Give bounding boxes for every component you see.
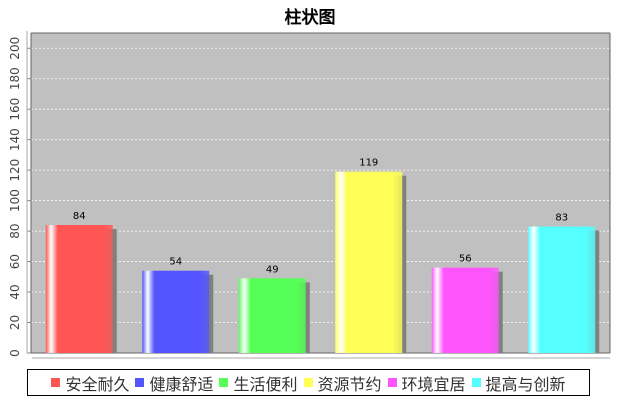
y-tick-label: 200 (8, 37, 22, 60)
data-label: 83 (555, 213, 568, 224)
y-tick-label: 60 (8, 254, 22, 269)
chart-title: 柱状图 (284, 8, 336, 28)
y-tick-label: 120 (8, 159, 22, 182)
legend-swatch (471, 378, 481, 387)
legend-item: 安全耐久 (51, 371, 129, 395)
legend-label: 环境宜居 (401, 374, 466, 394)
y-tick-label: 40 (8, 284, 22, 299)
legend-swatch (303, 378, 313, 387)
data-label: 84 (73, 211, 86, 222)
y-tick-label: 160 (8, 98, 22, 121)
legend-item: 提高与创新 (471, 371, 566, 395)
bar (238, 278, 306, 353)
legend-label: 生活便利 (233, 374, 298, 394)
bar (45, 225, 113, 353)
bar (142, 270, 210, 353)
legend-item: 生活便利 (219, 371, 298, 395)
data-label: 54 (169, 257, 182, 268)
plot-area (31, 33, 610, 353)
y-tick-label: 140 (8, 128, 22, 151)
legend-swatch (387, 378, 397, 387)
legend-swatch (51, 378, 61, 387)
y-tick-label: 20 (8, 315, 22, 330)
legend-label: 健康舒适 (149, 374, 214, 394)
legend-item: 环境宜居 (387, 371, 466, 395)
bar (431, 267, 499, 353)
bar (528, 226, 596, 353)
data-label: 49 (266, 264, 279, 275)
y-tick-label: 100 (8, 189, 22, 212)
legend-item: 健康舒适 (135, 371, 213, 395)
legend-label: 提高与创新 (485, 374, 566, 394)
legend-label: 安全耐久 (65, 374, 130, 394)
bar (335, 171, 403, 353)
legend: 安全耐久 健康舒适 生活便利 资源节约 环境宜居 提高与创新 (27, 369, 590, 396)
legend-label: 资源节约 (317, 374, 382, 394)
legend-item: 资源节约 (303, 371, 382, 395)
y-tick-label: 80 (8, 223, 22, 238)
y-tick-label: 0 (8, 349, 22, 357)
data-label: 119 (359, 158, 378, 169)
legend-swatch (219, 378, 229, 387)
y-tick-label: 180 (8, 67, 22, 90)
data-label: 56 (459, 254, 472, 265)
legend-swatch (135, 378, 145, 387)
